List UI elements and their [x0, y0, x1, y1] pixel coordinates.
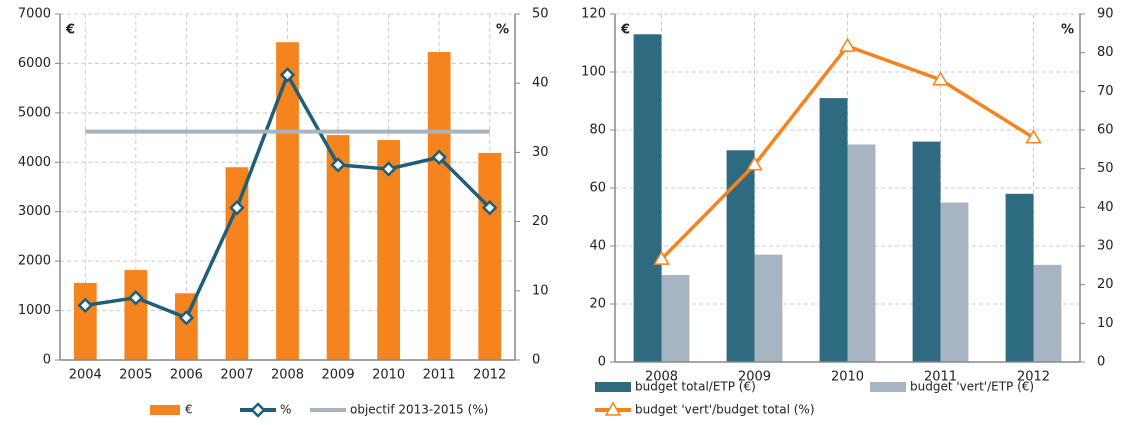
- y-tick-label: 0: [43, 353, 51, 368]
- x-tick-label: 2004: [69, 368, 102, 383]
- bar: [124, 270, 148, 360]
- bar: [1005, 193, 1034, 362]
- y-unit-label: €: [620, 23, 630, 38]
- point: [279, 67, 296, 83]
- bar: [377, 140, 400, 360]
- y-tick-label: 3000: [18, 204, 51, 219]
- bar: [912, 141, 941, 362]
- y2-tick-label: 40: [532, 76, 549, 91]
- x-tick-label: 2006: [170, 368, 203, 383]
- y-tick-label: 2000: [18, 254, 51, 269]
- y2-tick-label: 0: [1097, 355, 1105, 370]
- y-tick-label: 60: [589, 181, 606, 196]
- point: [746, 156, 763, 171]
- y2-tick-label: 30: [1097, 239, 1114, 254]
- x-tick-label: 2012: [1017, 370, 1050, 385]
- y-tick-label: 5000: [18, 105, 51, 120]
- point: [431, 149, 447, 166]
- x-tick-label: 2011: [924, 370, 957, 385]
- y-tick-label: 0: [598, 355, 606, 370]
- x-tick-label: 2005: [119, 368, 152, 383]
- bar: [276, 42, 299, 360]
- y-tick-label: 7000: [18, 7, 51, 22]
- y2-tick-label: 50: [532, 7, 549, 22]
- bar: [847, 144, 876, 362]
- y-tick-label: 40: [589, 239, 606, 254]
- y-tick-label: 6000: [18, 56, 51, 71]
- point: [330, 157, 346, 173]
- x-tick-label: 2007: [220, 368, 253, 383]
- legend-label: €: [185, 403, 193, 417]
- y-tick-label: 100: [581, 65, 606, 80]
- legend-label: budget total/ETP (€): [635, 380, 756, 394]
- point: [77, 297, 94, 314]
- point: [653, 250, 670, 265]
- x-tick-label: 2010: [831, 370, 864, 385]
- legend-label: budget 'vert'/ETP (€): [910, 380, 1034, 394]
- y2-tick-label: 90: [1097, 7, 1114, 22]
- y-tick-label: 20: [589, 297, 606, 312]
- legend-label: objectif 2013-2015 (%): [350, 403, 488, 417]
- bar: [661, 275, 690, 362]
- y-tick-label: 120: [581, 7, 606, 22]
- point: [229, 199, 245, 216]
- bar: [73, 282, 97, 360]
- x-tick-label: 2009: [322, 368, 355, 383]
- bar: [225, 167, 249, 360]
- bar: [427, 52, 451, 361]
- bar: [478, 152, 502, 360]
- y2-tick-label: 0: [532, 353, 540, 368]
- legend-label: %: [280, 403, 291, 417]
- y2-tick-label: 50: [1097, 161, 1114, 176]
- x-tick-label: 2012: [473, 368, 506, 383]
- y-tick-label: 1000: [18, 303, 51, 318]
- y2-tick-label: 30: [532, 145, 549, 160]
- point: [932, 71, 949, 86]
- x-tick-label: 2011: [423, 368, 456, 383]
- y2-tick-label: 80: [1097, 45, 1114, 60]
- x-tick-label: 2008: [271, 368, 304, 383]
- bar: [1033, 264, 1062, 362]
- x-tick-label: 2009: [738, 370, 771, 385]
- y2-tick-label: 60: [1097, 123, 1114, 138]
- y-tick-label: 80: [589, 123, 606, 138]
- legend-label: budget 'vert'/budget total (%): [635, 403, 815, 417]
- bar: [326, 135, 350, 360]
- bar: [754, 254, 783, 362]
- bar: [175, 293, 198, 360]
- y-tick-label: 4000: [18, 155, 51, 170]
- x-tick-label: 2008: [645, 370, 678, 385]
- y2-tick-label: 10: [1097, 316, 1114, 331]
- y2-tick-label: 70: [1097, 84, 1114, 99]
- legend-swatch: [870, 382, 906, 392]
- x-tick-label: 2010: [372, 368, 405, 383]
- y2-unit-label: %: [1061, 23, 1074, 38]
- bar: [819, 98, 848, 362]
- bar: [633, 34, 662, 363]
- legend-swatch: [150, 405, 180, 415]
- point: [839, 37, 856, 52]
- y2-tick-label: 10: [532, 283, 549, 298]
- point: [380, 161, 397, 177]
- point: [1025, 129, 1042, 144]
- y2-unit-label: %: [496, 23, 509, 38]
- point: [128, 289, 144, 306]
- y-unit-label: €: [65, 23, 75, 38]
- y2-tick-label: 20: [1097, 277, 1114, 292]
- legend-marker: [604, 401, 622, 416]
- legend-swatch: [595, 382, 631, 392]
- bar: [940, 202, 969, 362]
- bar: [726, 150, 755, 362]
- y2-tick-label: 40: [1097, 200, 1114, 215]
- y2-tick-label: 20: [532, 214, 549, 229]
- legend-marker: [250, 402, 266, 418]
- point: [481, 199, 498, 216]
- point: [178, 310, 195, 326]
